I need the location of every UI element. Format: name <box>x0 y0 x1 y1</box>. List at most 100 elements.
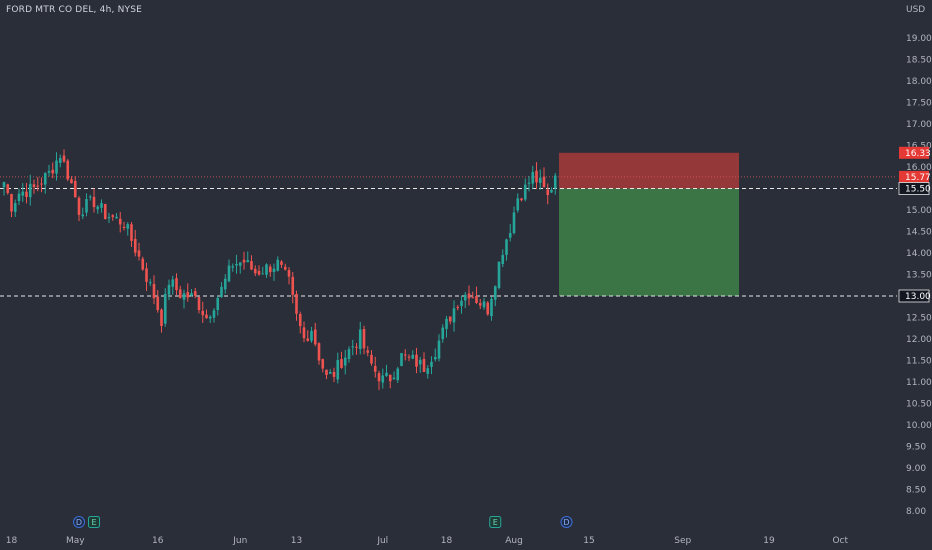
candle-body <box>501 254 505 264</box>
candle <box>471 291 475 299</box>
candle-body <box>385 372 388 376</box>
candle-body <box>362 329 366 349</box>
earnings-marker[interactable]: E <box>489 516 502 528</box>
candle-body <box>295 293 298 314</box>
price-tick-label: 10.00 <box>906 421 932 431</box>
candle <box>265 263 268 278</box>
candle <box>283 263 287 271</box>
candle-body <box>62 155 66 162</box>
candle-body <box>460 300 463 306</box>
candle <box>246 251 250 263</box>
candle-body <box>332 371 336 377</box>
price-tags: 16.33 15.77 15.50 13.00 <box>898 146 931 303</box>
dividend-marker[interactable]: D <box>560 516 573 528</box>
candle-body <box>418 359 422 365</box>
candle <box>328 368 332 375</box>
candle-body <box>21 191 25 196</box>
candle-body <box>17 193 21 202</box>
candle <box>223 274 227 294</box>
candle <box>523 178 527 202</box>
candle <box>456 304 460 311</box>
stop-loss-zone[interactable] <box>559 152 739 189</box>
candle <box>122 221 126 231</box>
candle-body <box>467 293 471 299</box>
candle <box>235 254 238 274</box>
candle-body <box>328 371 332 374</box>
price-tick-label: 12.50 <box>906 314 932 324</box>
candle-body <box>85 199 88 213</box>
candle <box>85 193 88 217</box>
candle-body <box>475 295 478 303</box>
candle <box>508 224 512 242</box>
price-tick-label: 9.50 <box>906 443 926 453</box>
candle <box>77 196 81 222</box>
candle-body <box>175 278 178 290</box>
candle <box>377 370 381 391</box>
candle <box>531 165 535 189</box>
price-tick-label: 18.50 <box>906 56 932 66</box>
price-tick-label: 14.00 <box>906 249 932 259</box>
candle <box>70 176 73 184</box>
candle-body <box>216 297 220 310</box>
candle-body <box>437 340 441 359</box>
price-axis[interactable]: USD 19.0018.5018.0017.5017.0016.5016.001… <box>906 5 932 517</box>
candle <box>81 207 85 220</box>
time-axis[interactable]: 18 May 16 Jun 13 Jul 18 Aug 15 Sep 19 Oct <box>6 536 849 546</box>
candle-body <box>208 316 212 319</box>
price-tick-label: 15.00 <box>906 206 932 216</box>
earnings-marker[interactable]: E <box>88 516 100 528</box>
candle <box>10 193 13 218</box>
candle <box>535 162 538 190</box>
candle-body <box>456 306 460 308</box>
time-tick-label: 18 <box>6 536 18 546</box>
marker-label: E <box>91 518 96 527</box>
candle-body <box>388 374 392 382</box>
candle-body <box>137 250 141 257</box>
price-tick-label: 17.00 <box>906 120 932 130</box>
position-tool[interactable] <box>559 152 739 297</box>
candle <box>220 282 223 298</box>
candle <box>55 152 58 181</box>
candle <box>13 199 17 217</box>
candle <box>295 290 298 321</box>
candle-body <box>505 239 508 255</box>
candle <box>463 291 467 309</box>
candle <box>167 279 171 301</box>
candle-body <box>516 198 520 211</box>
candle-body <box>490 298 493 317</box>
candle <box>103 203 107 220</box>
candle-body <box>238 262 242 266</box>
candle <box>92 188 96 213</box>
candle-body <box>178 289 182 298</box>
candle <box>186 283 190 302</box>
candle-body <box>276 259 280 271</box>
candle-body <box>546 189 550 196</box>
candle-body <box>426 368 430 374</box>
candle <box>482 297 486 310</box>
candle <box>448 316 452 325</box>
candle-body <box>96 206 100 210</box>
candle <box>400 352 403 367</box>
candle-body <box>130 224 133 241</box>
candle <box>126 221 130 236</box>
price-tag: 16.33 <box>899 146 931 159</box>
dividend-marker[interactable]: D <box>73 516 85 528</box>
candle-body <box>145 268 148 282</box>
candle-body <box>13 203 17 212</box>
candle-body <box>66 160 70 180</box>
candle <box>370 349 373 366</box>
price-tag-label: 13.00 <box>905 292 931 302</box>
candle-body <box>141 258 145 270</box>
price-tag-box <box>899 170 929 183</box>
candle-body <box>445 318 448 329</box>
candle <box>437 334 441 362</box>
candle <box>542 167 546 188</box>
candle <box>317 342 321 365</box>
take-profit-zone[interactable] <box>559 188 739 297</box>
candle <box>445 315 448 338</box>
candle <box>287 267 291 285</box>
candle <box>231 263 235 272</box>
